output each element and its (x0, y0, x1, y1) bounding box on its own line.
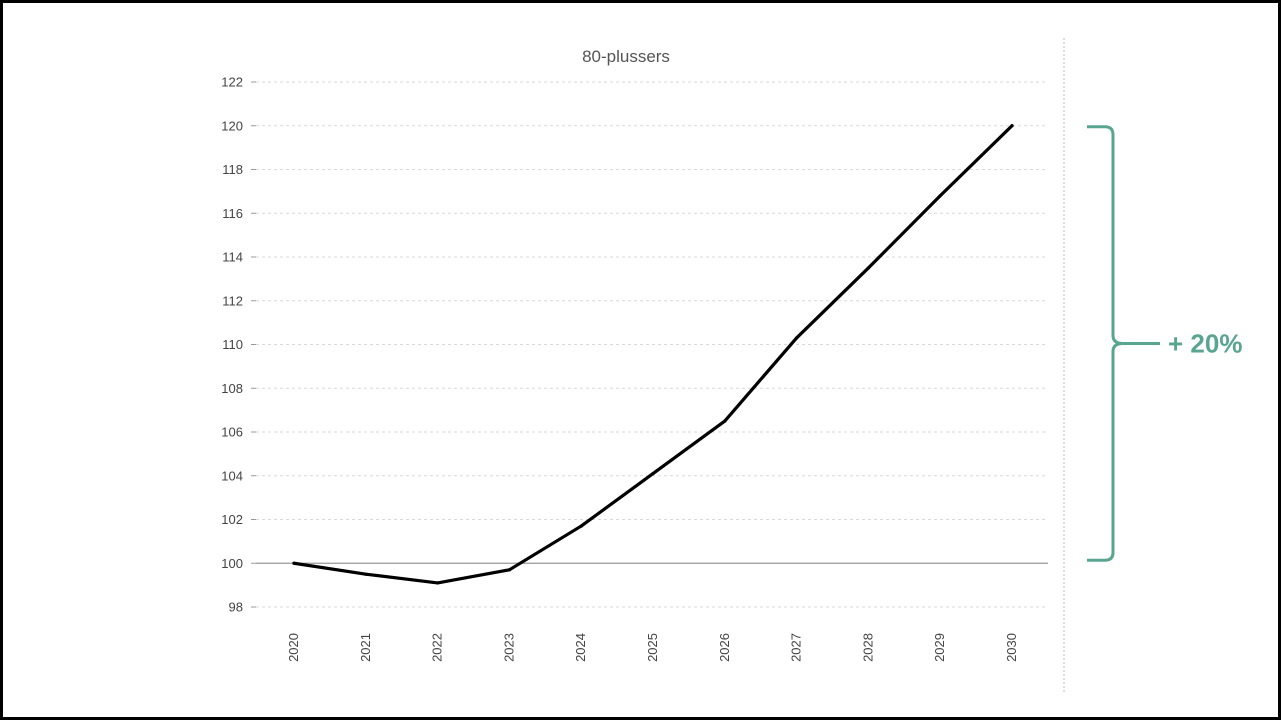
y-tick-label: 116 (222, 206, 243, 221)
y-axis-ticks: 98 100 102 104 106 108 110 112 114 116 118 120 122 (221, 75, 256, 615)
data-point (292, 561, 296, 565)
y-tick-label: 112 (222, 293, 243, 308)
data-point (1010, 124, 1014, 128)
y-tick-label: 100 (221, 556, 243, 571)
y-tick-label: 120 (221, 118, 243, 133)
grid-layer (256, 81, 1048, 608)
x-tick-label: 2020 (286, 633, 301, 662)
y-tick-label: 114 (222, 250, 243, 265)
x-tick-label: 2027 (789, 633, 804, 662)
y-tick-label: 110 (222, 337, 243, 352)
x-tick-label: 2024 (573, 633, 588, 662)
data-point (507, 568, 511, 572)
data-point (723, 419, 727, 423)
data-point (579, 524, 583, 528)
x-tick-label: 2022 (430, 633, 445, 662)
y-tick-label: 122 (221, 75, 243, 90)
series-line (292, 124, 1014, 585)
x-tick-label: 2030 (1004, 633, 1019, 662)
x-tick-label: 2026 (717, 633, 732, 662)
x-tick-label: 2029 (932, 633, 947, 662)
growth-brace (1087, 125, 1160, 562)
y-tick-label: 106 (221, 425, 243, 440)
y-tick-label: 104 (221, 468, 243, 483)
x-axis-ticks: 2020 2021 2022 2023 2024 2025 2026 2027 2028 2029… (286, 633, 1019, 662)
y-tick-label: 108 (221, 381, 243, 396)
chart-title: 80-plussers (582, 47, 670, 66)
series-layer (292, 124, 1014, 585)
data-point (866, 266, 871, 270)
annotation-layer: + 20% (1087, 125, 1242, 562)
y-tick-label: 102 (221, 512, 243, 527)
y-tick-label: 118 (222, 162, 243, 177)
x-tick-label: 2023 (501, 633, 516, 662)
x-tick-label: 2025 (645, 633, 660, 662)
y-tick-label: 98 (229, 600, 243, 615)
data-point (938, 194, 942, 198)
x-tick-label: 2028 (860, 633, 875, 662)
data-point (795, 336, 799, 340)
x-tick-label: 2021 (358, 633, 373, 662)
growth-label: + 20% (1168, 329, 1242, 359)
data-point (364, 572, 368, 576)
data-point (651, 471, 655, 476)
data-point (436, 581, 440, 585)
